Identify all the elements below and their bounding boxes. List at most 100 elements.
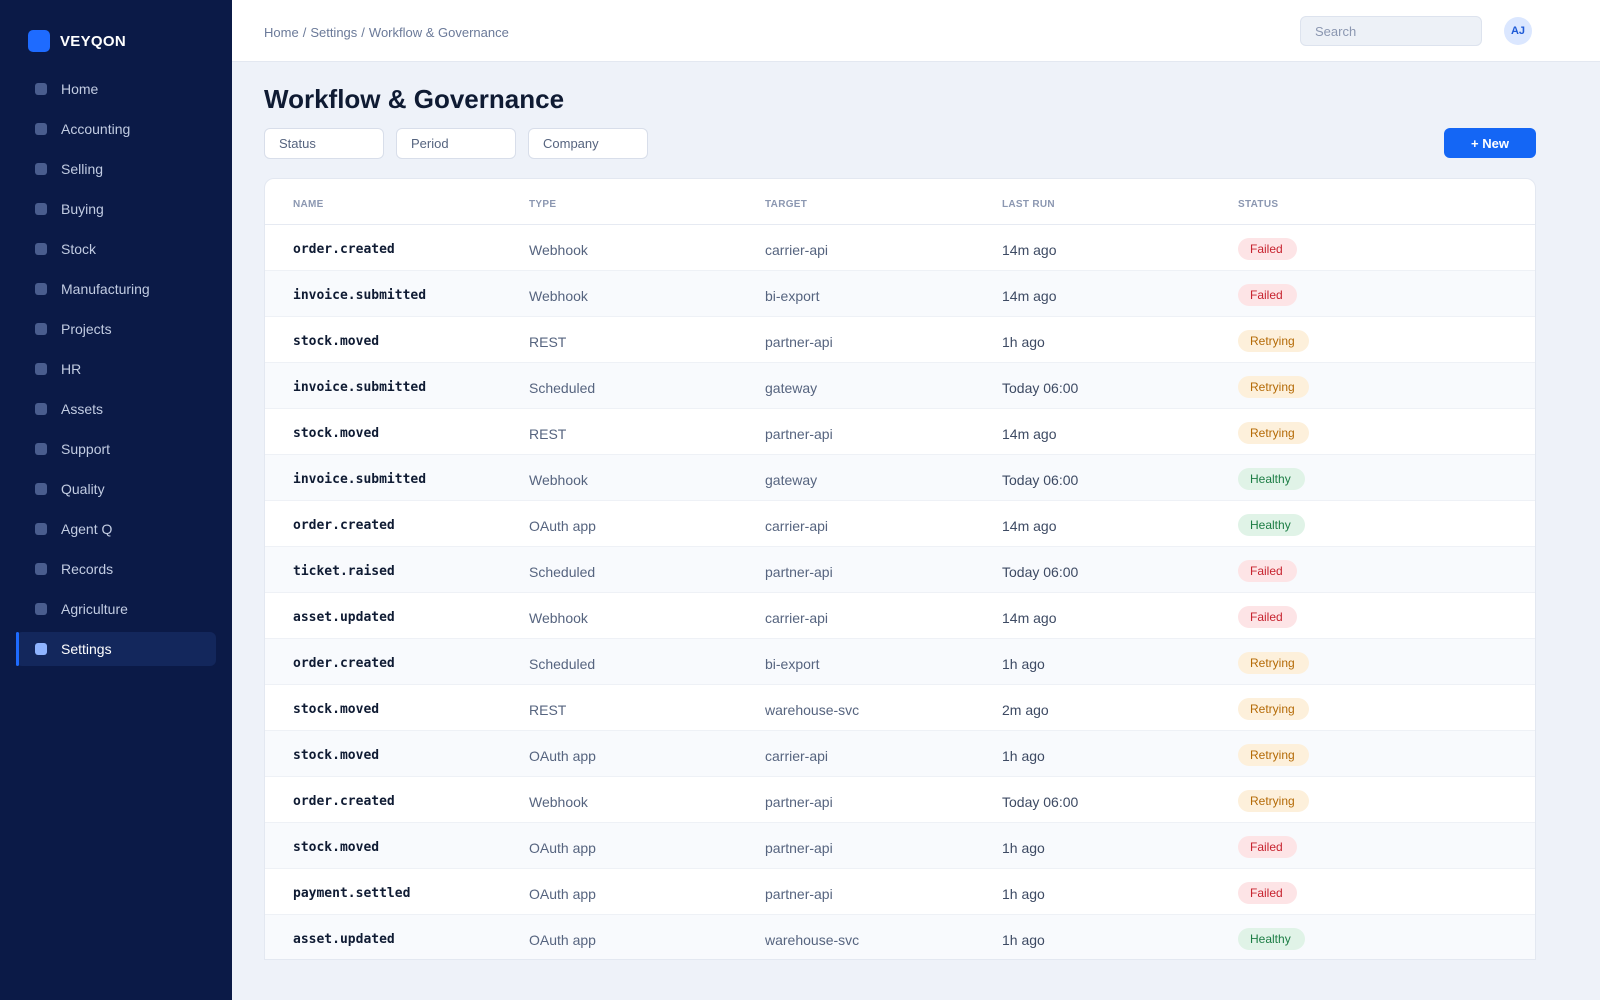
table-row[interactable]: stock.moved REST partner-api 1h ago Retrying (265, 317, 1535, 363)
row-target: warehouse-svc (765, 932, 860, 948)
status-badge: Failed (1238, 560, 1297, 582)
search-input[interactable] (1300, 16, 1482, 46)
sidebar-item-buying[interactable]: Buying (16, 192, 216, 226)
row-name: stock.moved (293, 334, 380, 349)
sidebar-item-quality[interactable]: Quality (16, 472, 216, 506)
row-last-run: 14m ago (1002, 518, 1057, 534)
breadcrumb: Home / Settings / Workflow & Governance (264, 25, 509, 40)
table-row[interactable]: stock.moved OAuth app carrier-api 1h ago Ret… (265, 731, 1535, 777)
projects-icon (35, 323, 47, 335)
column-header-type[interactable]: TYPE (529, 199, 557, 210)
sidebar-item-label: Stock (61, 241, 97, 257)
column-header-target[interactable]: TARGET (765, 199, 808, 210)
company-filter[interactable]: Company (528, 128, 648, 159)
table-row[interactable]: stock.moved REST partner-api 14m ago Retryin… (265, 409, 1535, 455)
sidebar-item-accounting[interactable]: Accounting (16, 112, 216, 146)
sidebar-item-label: Assets (61, 401, 104, 417)
row-type: Webhook (529, 242, 588, 258)
row-last-run: 14m ago (1002, 426, 1057, 442)
sidebar-item-label: Settings (61, 641, 112, 657)
quality-icon (35, 483, 47, 495)
sidebar: VEYQON Home Accounting Selling Buying Stock M… (0, 0, 232, 1000)
status-badge: Healthy (1238, 928, 1305, 950)
sidebar-item-assets[interactable]: Assets (16, 392, 216, 426)
sidebar-item-settings[interactable]: Settings (16, 632, 216, 666)
row-name: order.created (293, 242, 395, 257)
period-filter[interactable]: Period (396, 128, 516, 159)
row-target: carrier-api (765, 518, 829, 534)
row-target: warehouse-svc (765, 702, 860, 718)
sidebar-item-agriculture[interactable]: Agriculture (16, 592, 216, 626)
table-row[interactable]: asset.updated OAuth app warehouse-svc 1h ag… (265, 915, 1535, 959)
table-row[interactable]: payment.settled OAuth app partner-api 1h ag… (265, 869, 1535, 915)
table-row[interactable]: invoice.submitted Webhook gateway Today 06:… (265, 455, 1535, 501)
sidebar-item-home[interactable]: Home (16, 72, 216, 106)
settings-icon (35, 643, 47, 655)
table-row[interactable]: ticket.raised Scheduled partner-api Today 0… (265, 547, 1535, 593)
status-filter[interactable]: Status (264, 128, 384, 159)
table-row[interactable]: stock.moved REST warehouse-svc 2m ago Retryi… (265, 685, 1535, 731)
table-row[interactable]: invoice.submitted Webhook bi-export 14m ago… (265, 271, 1535, 317)
row-type: OAuth app (529, 748, 596, 764)
selling-icon (35, 163, 47, 175)
sidebar-item-records[interactable]: Records (16, 552, 216, 586)
sidebar-item-selling[interactable]: Selling (16, 152, 216, 186)
table-row[interactable]: order.created Webhook partner-api Today 06:… (265, 777, 1535, 823)
column-header-status[interactable]: STATUS (1238, 199, 1279, 210)
row-name: invoice.submitted (293, 472, 427, 487)
hr-icon (35, 363, 47, 375)
breadcrumb-separator: / (361, 25, 365, 40)
row-last-run: 1h ago (1002, 334, 1045, 350)
assets-icon (35, 403, 47, 415)
row-name: stock.moved (293, 702, 380, 717)
table-row[interactable]: order.created Webhook carrier-api 14m ago Fa… (265, 225, 1535, 271)
row-target: partner-api (765, 334, 833, 350)
row-target: carrier-api (765, 242, 829, 258)
row-last-run: 1h ago (1002, 932, 1045, 948)
status-badge: Failed (1238, 606, 1297, 628)
sidebar-item-manufacturing[interactable]: Manufacturing (16, 272, 216, 306)
brand-name: VEYQON (60, 32, 126, 50)
table-row[interactable]: order.created OAuth app carrier-api 14m ago… (265, 501, 1535, 547)
row-target: bi-export (765, 656, 820, 672)
stock-icon (35, 243, 47, 255)
row-type: OAuth app (529, 932, 596, 948)
breadcrumb-settings[interactable]: Settings (310, 25, 358, 40)
breadcrumb-home[interactable]: Home (264, 25, 299, 40)
sidebar-item-label: Records (61, 561, 114, 577)
row-last-run: Today 06:00 (1002, 380, 1079, 396)
status-badge: Failed (1238, 882, 1297, 904)
table-row[interactable]: order.created Scheduled bi-export 1h ago Ret… (265, 639, 1535, 685)
sidebar-item-support[interactable]: Support (16, 432, 216, 466)
sidebar-item-stock[interactable]: Stock (16, 232, 216, 266)
row-target: carrier-api (765, 748, 829, 764)
row-name: ticket.raised (293, 564, 395, 579)
row-type: Webhook (529, 472, 588, 488)
row-last-run: 14m ago (1002, 242, 1057, 258)
brand[interactable]: VEYQON (28, 30, 126, 52)
table-row[interactable]: stock.moved OAuth app partner-api 1h ago Fai… (265, 823, 1535, 869)
column-header-last-run[interactable]: LAST RUN (1002, 199, 1055, 210)
sidebar-item-label: Agent Q (61, 521, 113, 537)
row-last-run: 2m ago (1002, 702, 1049, 718)
row-name: asset.updated (293, 932, 395, 947)
table-row[interactable]: invoice.submitted Scheduled gateway Today 0… (265, 363, 1535, 409)
manufacturing-icon (35, 283, 47, 295)
row-type: OAuth app (529, 886, 596, 902)
table-row[interactable]: asset.updated Webhook carrier-api 14m ago Fa… (265, 593, 1535, 639)
row-name: stock.moved (293, 840, 380, 855)
avatar[interactable]: AJ (1504, 17, 1532, 45)
new-button[interactable]: + New (1444, 128, 1536, 158)
sidebar-item-label: Manufacturing (61, 281, 150, 297)
breadcrumb-separator: / (302, 25, 307, 40)
sidebar-item-agent-q[interactable]: Agent Q (16, 512, 216, 546)
company-filter-label: Company (543, 136, 599, 151)
sidebar-item-projects[interactable]: Projects (16, 312, 216, 346)
row-type: OAuth app (529, 518, 596, 534)
status-badge: Retrying (1238, 790, 1309, 812)
breadcrumb-current: Workflow & Governance (368, 25, 509, 40)
row-type: OAuth app (529, 840, 596, 856)
sidebar-item-hr[interactable]: HR (16, 352, 216, 386)
row-last-run: Today 06:00 (1002, 794, 1079, 810)
column-header-name[interactable]: NAME (293, 199, 324, 210)
